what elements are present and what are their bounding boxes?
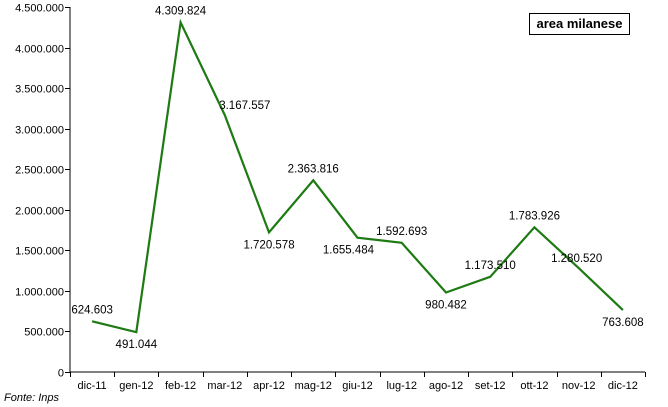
x-tick-label: ott-12 — [520, 380, 548, 392]
data-label: 1.655.484 — [323, 245, 375, 257]
x-tick-label: apr-12 — [253, 380, 285, 392]
x-tick-label: set-12 — [475, 380, 506, 392]
data-label: 980.482 — [425, 299, 467, 311]
x-tick-label: lug-12 — [386, 380, 417, 392]
y-tick-label: 1.500.000 — [15, 246, 64, 258]
x-tick-label: dic-12 — [608, 380, 638, 392]
data-label: 1.720.578 — [243, 239, 294, 251]
y-tick-label: 2.500.000 — [15, 165, 64, 177]
x-tick-label: mag-12 — [295, 380, 332, 392]
y-tick-label: 2.000.000 — [15, 206, 64, 218]
data-label: 1.173.510 — [465, 260, 516, 272]
x-tick-label: ago-12 — [429, 380, 463, 392]
data-label: 624.603 — [71, 304, 113, 316]
data-label: 1.280.520 — [551, 253, 602, 265]
x-tick-label: giu-12 — [342, 380, 373, 392]
x-tick-label: gen-12 — [119, 380, 153, 392]
series-line — [91, 18, 624, 334]
data-label: 4.309.824 — [155, 5, 207, 17]
y-tick-label: 1.000.000 — [15, 287, 64, 299]
y-tick-label: 3.500.000 — [15, 84, 64, 96]
data-label: 1.783.926 — [509, 210, 560, 222]
x-tick-label: mar-12 — [207, 380, 242, 392]
y-tick-label: 3.000.000 — [15, 125, 64, 137]
data-label: 2.363.816 — [288, 163, 339, 175]
x-tick-label: nov-12 — [562, 380, 596, 392]
y-tick-label: 0 — [58, 368, 64, 380]
data-label: 1.592.693 — [376, 226, 427, 238]
data-label: 491.044 — [116, 339, 158, 351]
y-tick-label: 4.000.000 — [15, 44, 64, 56]
y-tick-label: 4.500.000 — [15, 3, 64, 15]
data-label: 3.167.557 — [219, 100, 270, 112]
x-tick-label: feb-12 — [165, 380, 196, 392]
y-tick-label: 500.000 — [24, 327, 64, 339]
source-note: Fonte: Inps — [4, 392, 60, 404]
data-label: 763.608 — [602, 317, 644, 329]
x-tick-label: dic-11 — [78, 380, 107, 392]
chart-title-box: area milanese — [529, 13, 630, 35]
